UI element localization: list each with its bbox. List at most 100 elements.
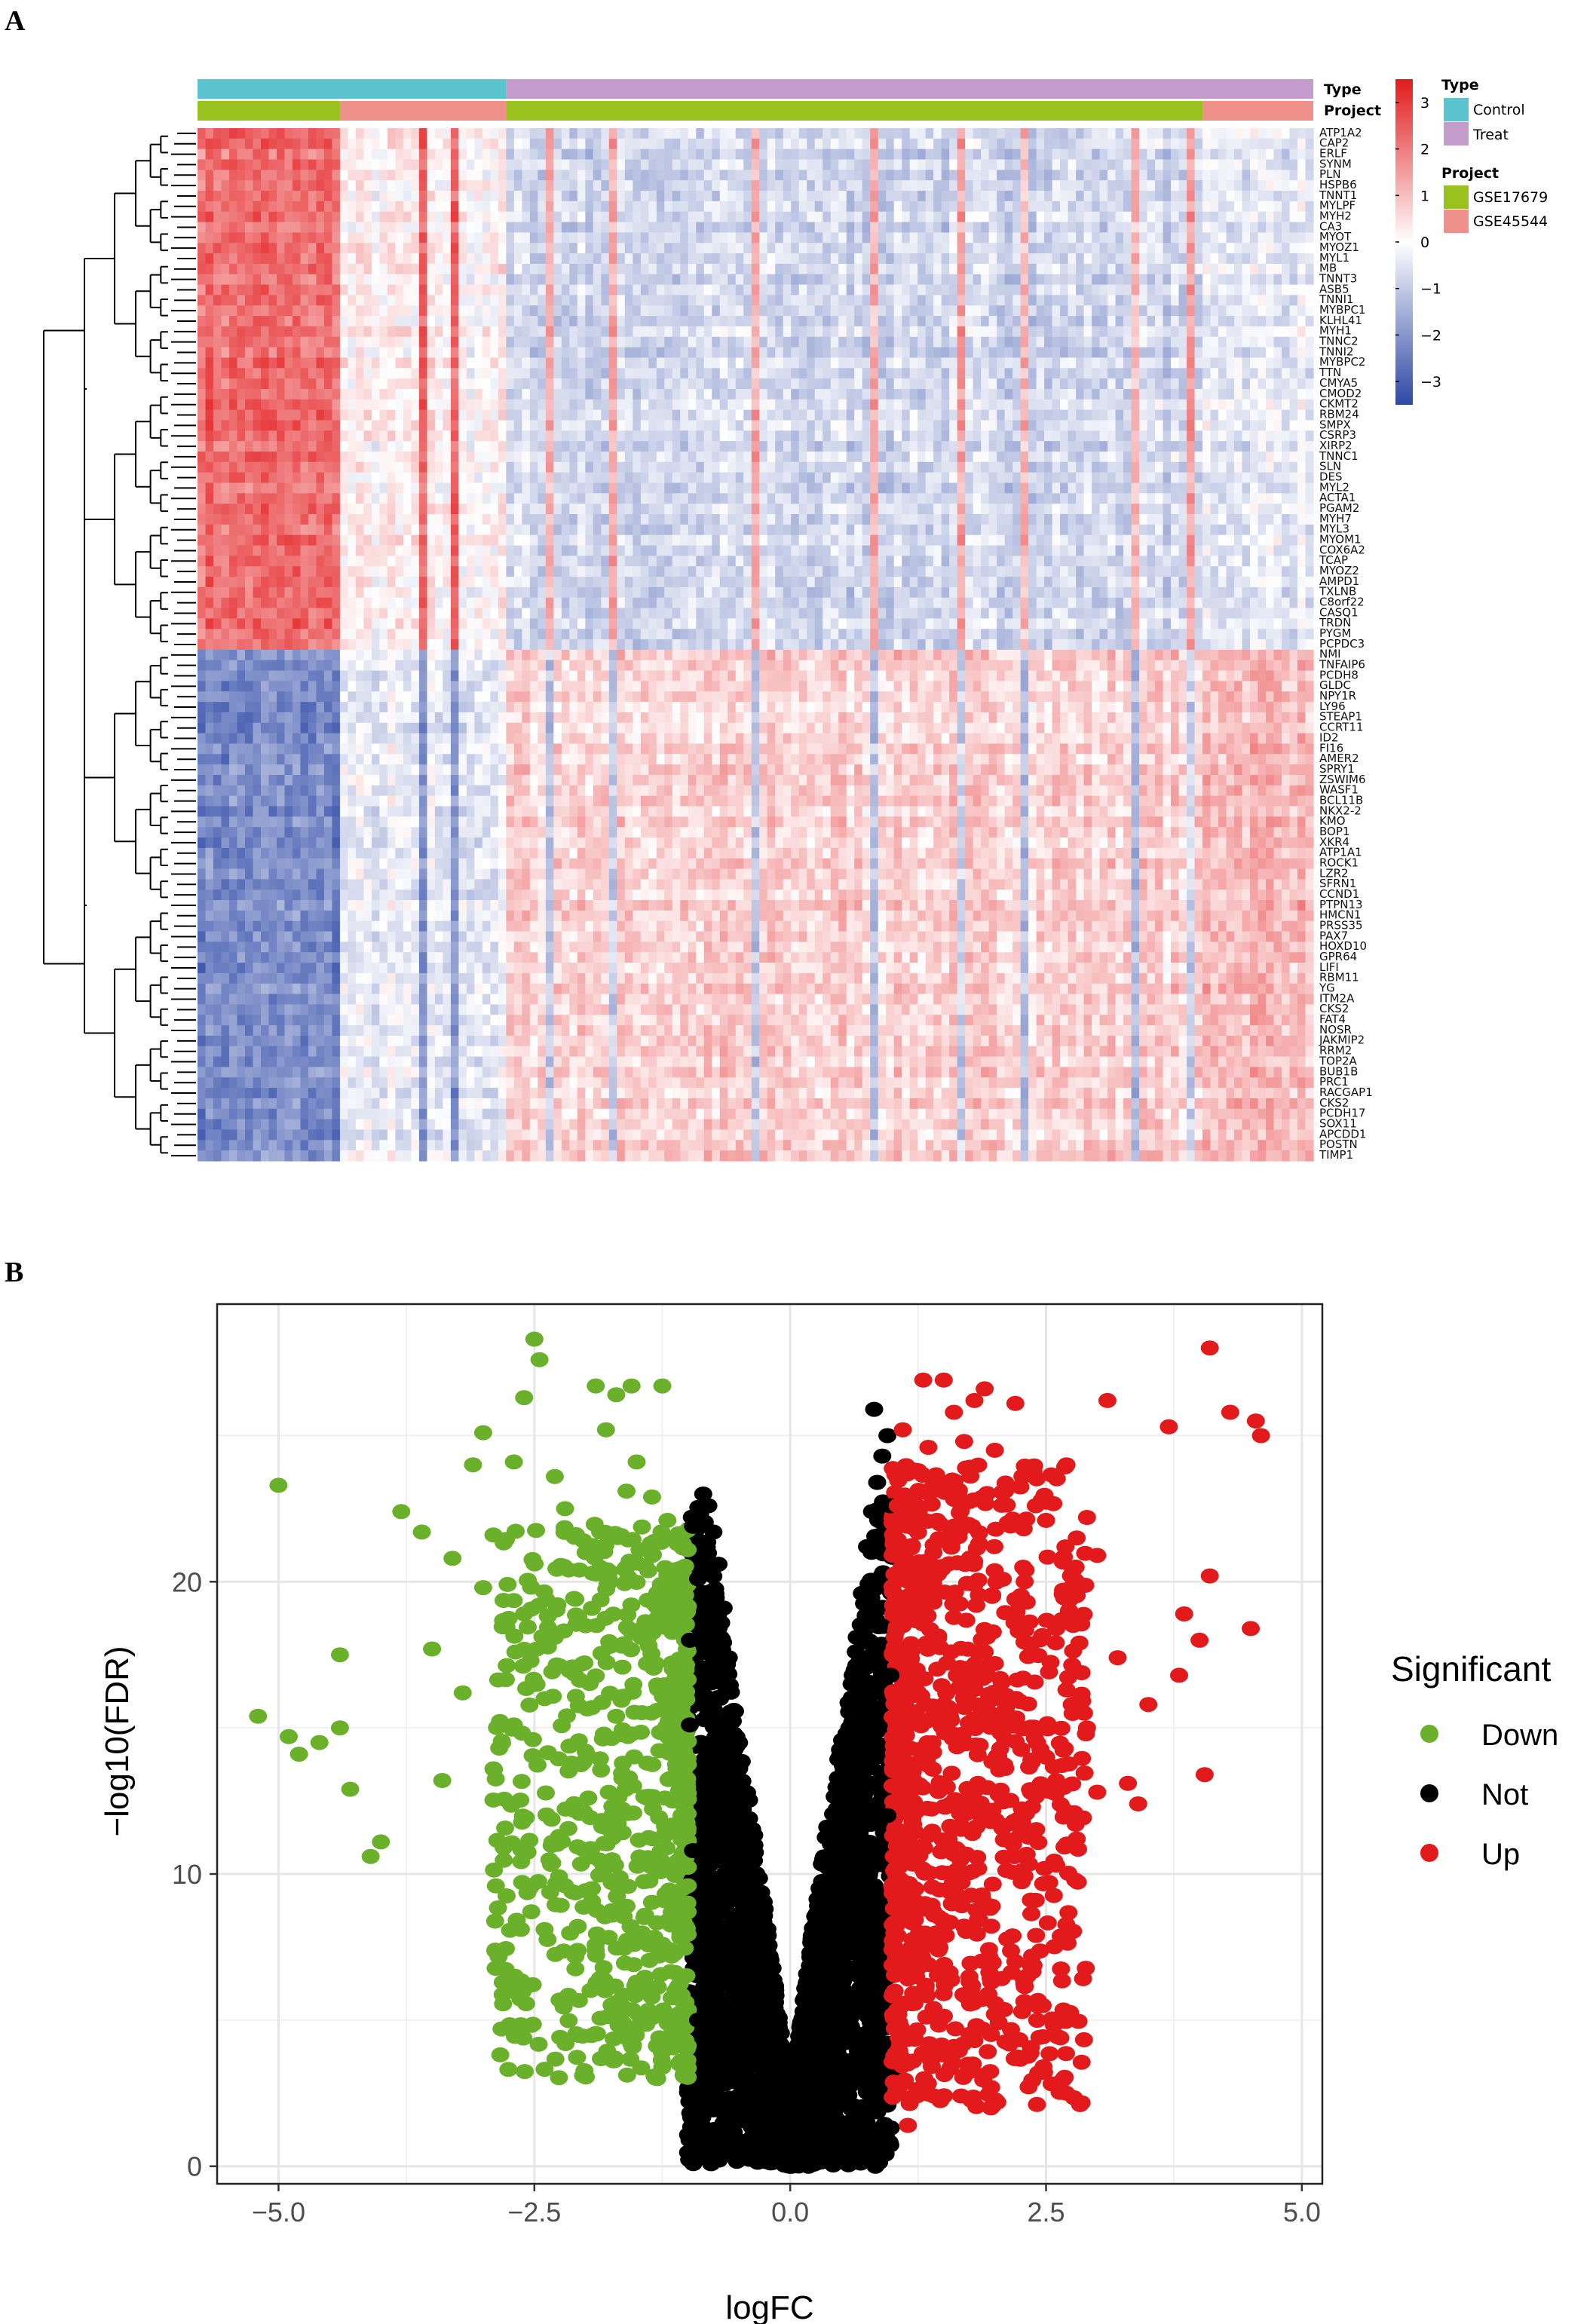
heatmap-cell	[474, 274, 483, 286]
heatmap-cell	[411, 274, 420, 286]
heatmap-cell	[798, 180, 807, 191]
heatmap-cell	[624, 420, 633, 431]
heatmap-cell	[561, 128, 570, 139]
heatmap-cell	[244, 305, 254, 317]
heatmap-cell	[371, 201, 381, 213]
heatmap-cell	[1171, 441, 1180, 452]
heatmap-cell	[418, 378, 427, 390]
heatmap-cell	[933, 305, 942, 317]
heatmap-cell	[403, 243, 412, 254]
heatmap-cell	[1028, 357, 1037, 369]
heatmap-cell	[427, 128, 436, 139]
heatmap-cell	[775, 191, 784, 202]
heatmap-cell	[846, 170, 855, 181]
heatmap-cell	[878, 128, 887, 139]
heatmap-cell	[1012, 295, 1022, 306]
heatmap-cell	[1028, 159, 1037, 170]
heatmap-cell	[973, 461, 982, 473]
heatmap-cell	[466, 138, 475, 150]
heatmap-cell	[418, 201, 427, 213]
heatmap-cell	[917, 232, 927, 243]
heatmap-cell	[624, 326, 633, 338]
heatmap-cell	[1305, 295, 1314, 306]
heatmap-cell	[1282, 388, 1291, 400]
heatmap-cell	[228, 284, 238, 296]
heatmap-cell	[1115, 263, 1124, 275]
heatmap-cell	[1234, 347, 1243, 359]
heatmap-cell	[664, 326, 673, 338]
heatmap-cell	[1115, 201, 1124, 213]
heatmap-cell	[387, 232, 397, 243]
heatmap-cell	[933, 472, 942, 484]
heatmap-cell	[965, 378, 974, 390]
heatmap-cell	[791, 368, 800, 379]
heatmap-cell	[862, 430, 871, 442]
heatmap-cell	[1115, 451, 1124, 463]
heatmap-cell	[791, 170, 800, 181]
heatmap-cell	[339, 430, 349, 442]
heatmap-cell	[221, 305, 230, 317]
heatmap-cell	[957, 399, 966, 411]
heatmap-cell	[308, 399, 317, 411]
heatmap-cell	[791, 430, 800, 442]
heatmap-cell	[1004, 368, 1013, 379]
heatmap-cell	[538, 274, 547, 286]
heatmap-cell	[728, 211, 737, 223]
heatmap-cell	[1099, 284, 1108, 296]
heatmap-cell	[1226, 201, 1235, 213]
heatmap-cell	[474, 316, 483, 327]
heatmap-cell	[434, 295, 443, 306]
heatmap-cell	[941, 378, 950, 390]
heatmap-cell	[1092, 378, 1101, 390]
heatmap-cell	[688, 295, 697, 306]
heatmap-cell	[1178, 399, 1187, 411]
heatmap-cell	[1187, 243, 1196, 254]
heatmap-cell	[1028, 284, 1037, 296]
heatmap-cell	[284, 243, 293, 254]
heatmap-cell	[395, 451, 404, 463]
heatmap-cell	[1107, 388, 1117, 400]
heatmap-cell	[260, 409, 270, 421]
heatmap-cell	[538, 170, 547, 181]
heatmap-cell	[624, 336, 633, 348]
heatmap-cell	[870, 357, 879, 369]
heatmap-cell	[1242, 295, 1251, 306]
heatmap-cell	[395, 180, 404, 191]
heatmap-cell	[870, 149, 879, 161]
heatmap-cell	[506, 316, 515, 327]
heatmap-cell	[696, 191, 705, 202]
heatmap-cell	[1226, 388, 1235, 400]
heatmap-cell	[1107, 472, 1117, 484]
heatmap-cell	[260, 159, 270, 170]
heatmap-cell	[529, 295, 538, 306]
heatmap-cell	[719, 138, 728, 150]
heatmap-cell	[395, 232, 404, 243]
heatmap-cell	[830, 232, 839, 243]
heatmap-cell	[1076, 336, 1085, 348]
heatmap-cell	[490, 357, 499, 369]
heatmap-cell	[719, 420, 728, 431]
heatmap-cell	[830, 316, 839, 327]
heatmap-cell	[830, 180, 839, 191]
heatmap-cell	[427, 263, 436, 275]
heatmap-cell	[798, 253, 807, 265]
heatmap-cell	[506, 357, 515, 369]
heatmap-cell	[1234, 149, 1243, 161]
heatmap-cell	[482, 399, 491, 411]
heatmap-cell	[688, 409, 697, 421]
heatmap-cell	[1020, 149, 1029, 161]
heatmap-cell	[1083, 232, 1092, 243]
heatmap-cell	[1083, 409, 1092, 421]
heatmap-cell	[1226, 274, 1235, 286]
heatmap-cell	[237, 409, 246, 421]
heatmap-cell	[237, 222, 246, 233]
heatmap-cell	[1234, 159, 1243, 170]
heatmap-cell	[1068, 159, 1077, 170]
heatmap-cell	[973, 420, 982, 431]
heatmap-cell	[506, 232, 515, 243]
heatmap-cell	[1289, 243, 1298, 254]
heatmap-cell	[1092, 368, 1101, 379]
heatmap-cell	[608, 316, 617, 327]
heatmap-cell	[474, 368, 483, 379]
heatmap-cell	[617, 253, 626, 265]
